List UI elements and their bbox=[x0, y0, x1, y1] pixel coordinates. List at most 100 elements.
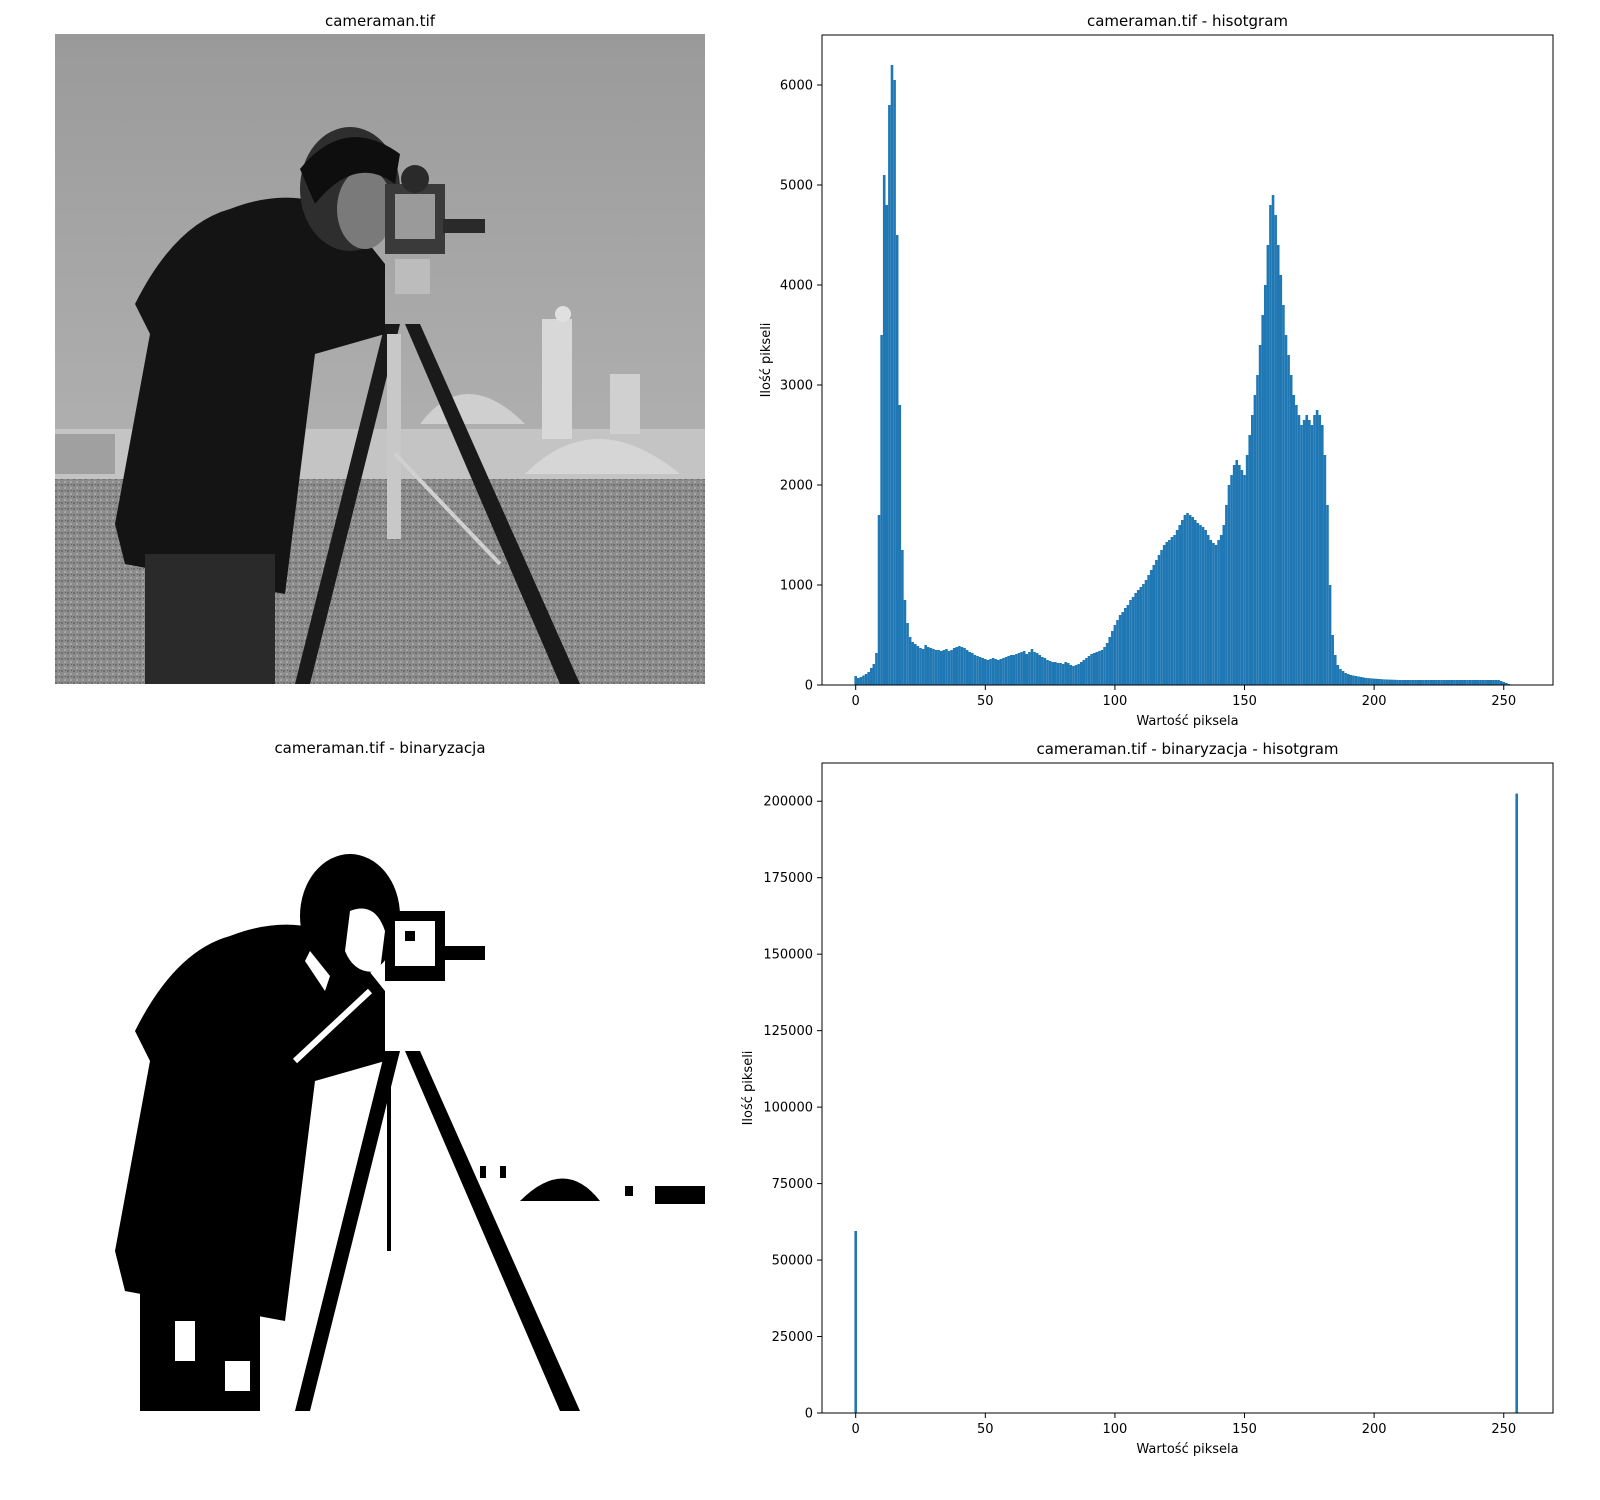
histogram-bar bbox=[1219, 535, 1223, 685]
histogram-bar bbox=[1178, 525, 1182, 685]
histogram-bar bbox=[1486, 680, 1490, 685]
histogram-bar bbox=[1263, 285, 1267, 685]
histogram-bar bbox=[1064, 662, 1067, 685]
histogram-bar bbox=[1455, 680, 1459, 685]
histogram-bar bbox=[1453, 680, 1456, 685]
histogram-bar bbox=[1139, 587, 1143, 685]
histogram-bar bbox=[1069, 665, 1073, 685]
histogram-bar bbox=[976, 656, 979, 685]
histogram-bar bbox=[937, 650, 940, 685]
histogram-bar bbox=[1406, 680, 1410, 685]
x-tick-label: 50 bbox=[977, 694, 994, 709]
y-tick-label: 200000 bbox=[763, 795, 813, 810]
histogram-bar bbox=[1365, 678, 1368, 685]
histogram-bar bbox=[1323, 455, 1327, 685]
histogram-bar bbox=[1437, 680, 1441, 685]
histogram-bar bbox=[1409, 680, 1412, 685]
histogram-bar bbox=[901, 550, 904, 685]
histogram-bar bbox=[906, 623, 909, 685]
histogram-bar bbox=[1460, 680, 1464, 685]
photo-original-title: cameraman.tif bbox=[324, 12, 436, 30]
histogram-bar bbox=[1144, 580, 1148, 685]
histogram-bar bbox=[1292, 395, 1296, 685]
x-tick-label: 200 bbox=[1362, 1422, 1387, 1437]
histogram-bar bbox=[1157, 555, 1161, 685]
histogram-bar bbox=[1468, 680, 1472, 685]
histogram-bar bbox=[1214, 545, 1218, 685]
histogram-bar bbox=[926, 647, 930, 685]
histogram-bar bbox=[963, 648, 966, 685]
histogram-bar bbox=[864, 674, 868, 685]
histogram-bar bbox=[1388, 679, 1391, 685]
histogram-bar bbox=[875, 653, 878, 685]
histogram-bar bbox=[984, 659, 987, 685]
histogram-bar bbox=[1297, 415, 1301, 685]
histogram-bar bbox=[1121, 612, 1124, 685]
y-tick-label: 5000 bbox=[780, 179, 813, 194]
histogram-bar bbox=[1113, 625, 1117, 685]
y-tick-label: 75000 bbox=[772, 1177, 813, 1192]
histogram-bar bbox=[1152, 565, 1156, 685]
x-tick-label: 150 bbox=[1232, 694, 1257, 709]
histogram-bar bbox=[1396, 679, 1399, 685]
histogram-bar bbox=[1041, 657, 1044, 685]
histogram-bar bbox=[1302, 420, 1306, 685]
histogram-bar bbox=[1196, 523, 1200, 685]
histogram-bar bbox=[1160, 550, 1163, 685]
histogram-bar bbox=[1170, 537, 1174, 685]
histogram-bar bbox=[1243, 475, 1246, 685]
histogram-bar bbox=[934, 650, 938, 685]
histogram-bar bbox=[1326, 505, 1329, 685]
y-tick-label: 150000 bbox=[763, 948, 813, 963]
photo-binary-title: cameraman.tif - binaryzacja bbox=[274, 739, 486, 757]
histogram-bar bbox=[1054, 662, 1057, 685]
histogram-bar bbox=[1116, 620, 1119, 685]
histogram-bar bbox=[1066, 663, 1070, 685]
histogram-bar bbox=[1258, 345, 1262, 685]
histogram-bar bbox=[1251, 415, 1254, 685]
histogram-bar bbox=[1092, 653, 1096, 685]
histogram-bar bbox=[1341, 671, 1345, 685]
histogram-bar bbox=[1489, 680, 1493, 685]
histogram-bar bbox=[1398, 680, 1402, 685]
histogram-bar bbox=[1168, 540, 1171, 685]
histogram-bar bbox=[924, 645, 927, 685]
y-tick-label: 25000 bbox=[772, 1330, 813, 1345]
histogram-bar bbox=[1098, 651, 1101, 685]
histogram-bar bbox=[1015, 654, 1018, 685]
histogram-bar bbox=[916, 646, 920, 685]
histogram-bar bbox=[971, 653, 974, 685]
histogram-bar bbox=[945, 649, 948, 685]
y-axis-label: Ilość pikseli bbox=[741, 1051, 756, 1126]
axes-frame bbox=[821, 762, 1554, 1414]
histogram-bar bbox=[1310, 425, 1314, 685]
x-tick-label: 200 bbox=[1362, 694, 1387, 709]
histogram-bar bbox=[1007, 656, 1010, 685]
histogram-bar bbox=[882, 175, 886, 685]
histogram-bar bbox=[1142, 584, 1145, 685]
histogram-bar bbox=[856, 678, 860, 685]
histogram-bar bbox=[1269, 205, 1272, 685]
histogram-bar bbox=[1017, 653, 1021, 685]
histogram-bar bbox=[1095, 652, 1099, 685]
histogram-bar bbox=[1028, 652, 1031, 685]
histogram-bar bbox=[1497, 680, 1500, 685]
histogram-bar bbox=[1129, 600, 1132, 685]
histogram-bar bbox=[1033, 652, 1036, 685]
histogram-bar bbox=[942, 650, 946, 685]
histogram-bar bbox=[1240, 470, 1244, 685]
histogram-bar bbox=[932, 649, 935, 685]
histogram-bar bbox=[1463, 680, 1467, 685]
histogram-bar bbox=[1385, 679, 1389, 685]
histogram-bar bbox=[867, 672, 870, 685]
histogram-bar bbox=[1046, 660, 1049, 685]
histogram-bar bbox=[1227, 485, 1231, 685]
histogram-bar bbox=[1181, 520, 1184, 685]
histogram-bar bbox=[1149, 570, 1153, 685]
histogram-bar bbox=[1165, 542, 1169, 685]
histogram-bar bbox=[903, 600, 907, 685]
histogram-bar bbox=[1090, 654, 1093, 685]
y-tick-label: 2000 bbox=[780, 479, 813, 494]
histogram-bar bbox=[885, 205, 889, 685]
